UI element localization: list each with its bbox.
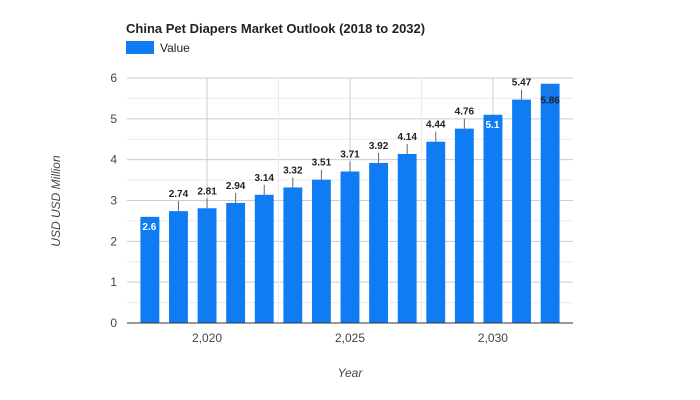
data-label-bg xyxy=(140,219,160,233)
x-tick-label: 2,020 xyxy=(192,331,222,345)
data-label: 5.1 xyxy=(486,120,500,131)
bar xyxy=(540,83,560,323)
data-label: 4.76 xyxy=(455,107,475,118)
data-label: 2.6 xyxy=(142,222,156,233)
bar xyxy=(426,141,446,323)
data-label: 3.32 xyxy=(283,165,303,176)
y-tick-label: 3 xyxy=(110,194,117,208)
x-tick-label: 2,030 xyxy=(478,331,508,345)
data-label: 5.47 xyxy=(512,78,532,89)
y-tick-label: 4 xyxy=(110,153,117,167)
bar xyxy=(369,162,389,323)
bar xyxy=(512,99,531,324)
bar xyxy=(311,179,331,323)
y-tick-label: 6 xyxy=(110,71,117,85)
bar xyxy=(340,171,360,323)
axes: 0 1 2 3 4 5 6 2,020 2,025 2,030 xyxy=(110,71,573,345)
bar xyxy=(140,216,160,323)
bar xyxy=(397,153,417,323)
x-tick-label: 2,025 xyxy=(335,331,365,345)
data-label: 4.44 xyxy=(426,120,446,131)
data-label: 3.92 xyxy=(369,141,389,152)
y-tick-label: 1 xyxy=(110,275,117,289)
y-tick-label: 2 xyxy=(110,234,117,248)
bar xyxy=(197,208,217,323)
bars xyxy=(140,83,560,324)
legend-label: Value xyxy=(160,41,190,55)
bar xyxy=(169,211,188,323)
data-labels: 2.6 2.74 2.81 2.94 3.14 3.32 3.51 3.71 3.92 4.14 4… xyxy=(140,78,560,233)
y-tick-label: 0 xyxy=(110,316,117,330)
data-label: 2.94 xyxy=(226,181,246,192)
bar xyxy=(483,114,503,323)
y-axis-title: USD USD Million xyxy=(49,155,63,247)
data-label-bg xyxy=(483,117,503,131)
legend-swatch xyxy=(126,41,154,54)
data-label: 5.86 xyxy=(540,96,560,107)
y-tick-label: 5 xyxy=(110,112,117,126)
data-label: 3.14 xyxy=(254,173,274,184)
data-label: 4.14 xyxy=(397,132,417,143)
bar xyxy=(454,128,474,323)
bar xyxy=(226,202,246,323)
chart-title: China Pet Diapers Market Outlook (2018 t… xyxy=(126,21,425,36)
data-label: 3.51 xyxy=(312,158,332,169)
bar xyxy=(283,187,303,323)
data-label: 2.74 xyxy=(169,189,189,200)
x-axis-title: Year xyxy=(338,366,364,380)
data-label: 2.81 xyxy=(197,186,217,197)
data-label: 3.71 xyxy=(340,150,360,161)
bar xyxy=(254,194,274,323)
